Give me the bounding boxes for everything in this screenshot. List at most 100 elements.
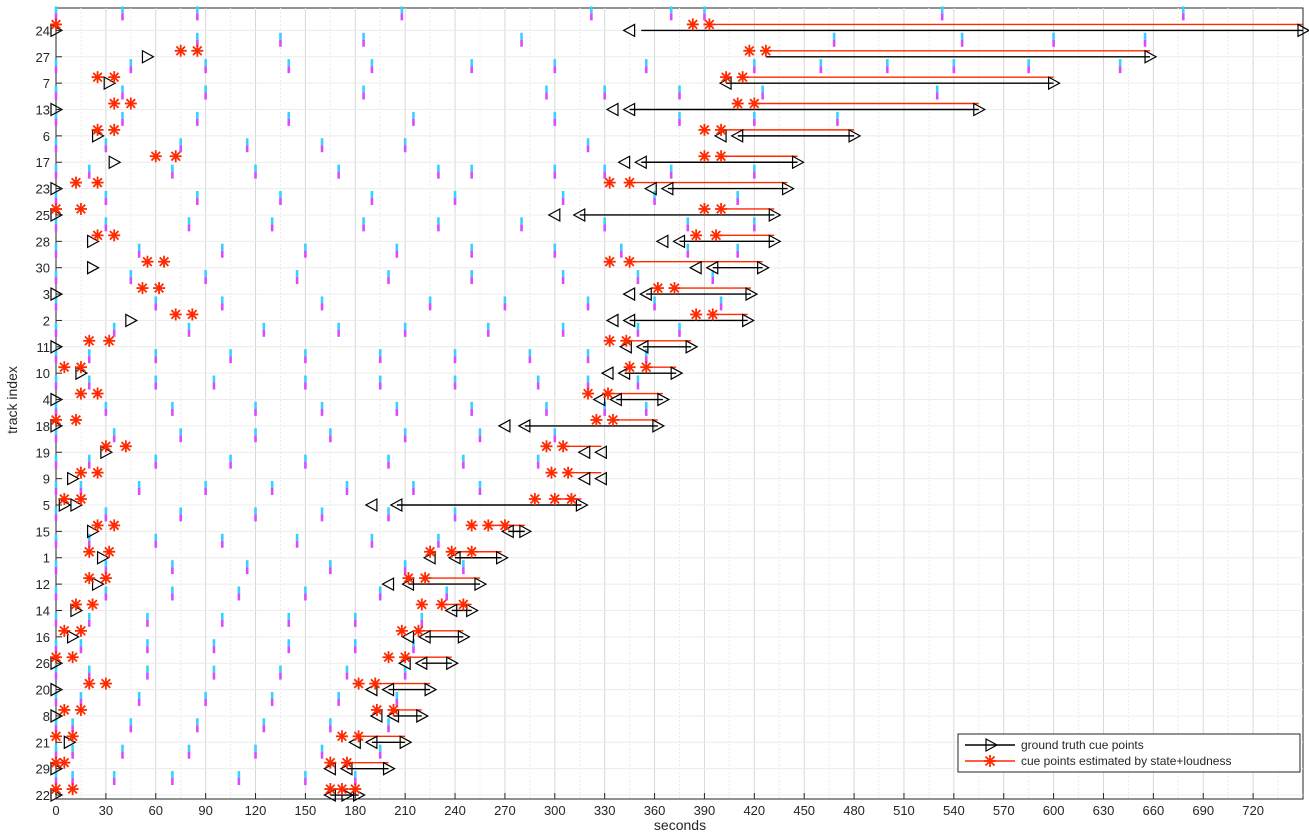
gt-marker	[672, 234, 686, 249]
est-marker	[620, 334, 633, 347]
x-tick-label: 180	[344, 803, 366, 818]
gt-marker	[417, 629, 431, 644]
y-tick-label: 4	[43, 393, 50, 408]
gt-marker	[622, 23, 636, 38]
gt-marker	[86, 524, 100, 539]
est-marker	[606, 413, 619, 426]
gt-marker	[635, 339, 649, 354]
est-marker	[186, 308, 199, 321]
est-marker	[191, 44, 204, 57]
est-marker	[720, 71, 733, 84]
est-marker	[402, 572, 415, 585]
gt-marker	[848, 128, 862, 143]
x-tick-label: 330	[594, 803, 616, 818]
legend-gt-triangle-icon	[985, 737, 999, 753]
est-marker	[690, 229, 703, 242]
gt-marker	[457, 629, 471, 644]
gt-marker	[655, 234, 669, 249]
x-tick-label: 240	[444, 803, 466, 818]
est-marker	[66, 783, 79, 796]
est-marker	[748, 97, 761, 110]
x-tick-label: 120	[245, 803, 267, 818]
est-marker	[548, 493, 561, 506]
gt-marker	[575, 498, 589, 513]
est-marker	[457, 598, 470, 611]
est-marker	[686, 18, 699, 31]
est-marker	[69, 176, 82, 189]
est-marker	[91, 176, 104, 189]
x-tick-label: 270	[494, 803, 516, 818]
y-tick-label: 17	[36, 155, 50, 170]
y-tick-label: 18	[36, 419, 50, 434]
gt-marker	[617, 155, 631, 170]
est-marker	[340, 756, 353, 769]
est-marker	[590, 413, 603, 426]
est-marker	[91, 123, 104, 136]
est-marker	[603, 255, 616, 268]
y-tick-label: 5	[43, 498, 50, 513]
gt-marker	[474, 577, 488, 592]
gt-marker	[466, 603, 479, 618]
est-marker	[352, 730, 365, 743]
est-marker	[50, 730, 62, 743]
x-tick-label: 660	[1143, 803, 1165, 818]
est-marker	[91, 519, 104, 532]
y-tick-label: 6	[43, 129, 50, 144]
est-marker	[99, 677, 112, 690]
y-tick-label: 11	[37, 340, 51, 355]
gt-marker	[86, 260, 100, 275]
gt-marker	[70, 498, 84, 513]
x-tick-label: 690	[1192, 803, 1214, 818]
gt-marker	[50, 181, 64, 196]
gt-marker	[742, 313, 755, 328]
est-marker	[58, 493, 71, 506]
x-tick-label: 300	[544, 803, 566, 818]
gt-marker	[1297, 23, 1309, 38]
y-tick-label: 19	[36, 445, 50, 460]
y-tick-label: 8	[43, 709, 50, 724]
gt-marker	[141, 49, 155, 64]
est-marker	[759, 44, 772, 57]
est-marker	[74, 387, 87, 400]
gt-marker	[519, 524, 533, 539]
est-marker	[528, 493, 541, 506]
y-tick-label: 27	[36, 50, 50, 65]
gt-marker	[50, 682, 64, 697]
y-tick-label: 13	[36, 103, 50, 118]
est-marker	[153, 282, 166, 295]
gt-marker	[781, 181, 795, 196]
y-tick-label: 2	[43, 313, 50, 328]
est-marker	[99, 440, 112, 453]
est-marker	[498, 519, 511, 532]
est-marker	[395, 624, 408, 637]
y-tick-label: 14	[36, 603, 50, 618]
est-marker	[66, 730, 79, 743]
gt-marker	[705, 260, 719, 275]
est-marker	[582, 387, 595, 400]
x-tick-label: 0	[52, 803, 59, 818]
est-marker	[58, 361, 71, 374]
gt-marker	[652, 418, 666, 433]
gt-marker	[768, 207, 782, 222]
y-tick-label: 1	[43, 551, 50, 566]
gt-marker	[547, 207, 561, 222]
est-marker	[640, 361, 653, 374]
est-marker	[698, 202, 711, 215]
est-marker	[158, 255, 171, 268]
est-marker	[399, 651, 412, 664]
est-marker	[119, 440, 132, 453]
est-marker	[108, 71, 121, 84]
est-marker	[86, 598, 99, 611]
x-tick-label: 210	[394, 803, 416, 818]
gt-marker	[364, 735, 378, 750]
est-marker	[335, 730, 348, 743]
est-marker	[58, 703, 71, 716]
y-tick-label: 29	[36, 762, 50, 777]
gt-marker	[495, 550, 509, 565]
est-marker	[743, 44, 756, 57]
gt-marker	[745, 287, 759, 302]
y-tick-label: 20	[36, 683, 50, 698]
est-marker	[445, 545, 458, 558]
est-marker	[169, 308, 182, 321]
gt-marker	[577, 471, 591, 486]
